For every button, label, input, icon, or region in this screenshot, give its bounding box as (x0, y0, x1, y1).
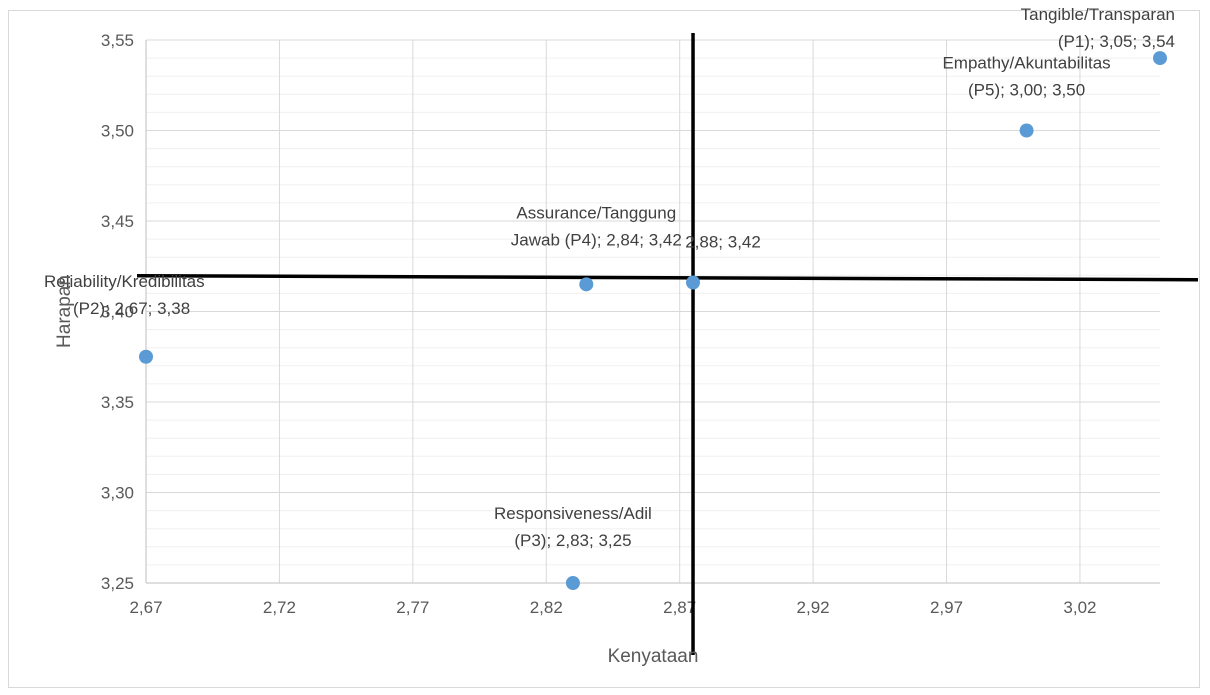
x-tick-label: 2,82 (530, 598, 563, 617)
y-tick-label: 3,55 (101, 31, 134, 50)
quadrant-dividers (136, 33, 1199, 655)
scatter-point (579, 277, 594, 292)
data-label: (P3); 2,83; 3,25 (514, 531, 631, 550)
scatter-point (1019, 123, 1034, 138)
y-tick-label: 3,45 (101, 212, 134, 231)
data-label: 2,88; 3,42 (685, 233, 761, 252)
data-label: (P2); 2,67; 3,38 (73, 299, 190, 318)
scatter-point (686, 275, 701, 290)
y-tick-label: 3,30 (101, 484, 134, 503)
y-tick-label: 3,40 (101, 303, 134, 322)
chart-area (8, 10, 1200, 688)
data-label: Assurance/Tanggung (516, 203, 676, 222)
data-label: Empathy/Akuntabilitas (942, 54, 1110, 73)
data-label: (P5); 3,00; 3,50 (968, 81, 1085, 100)
x-tick-label: 2,92 (797, 598, 830, 617)
horizontal-divider-line (136, 273, 1199, 282)
x-tick-label: 3,02 (1063, 598, 1096, 617)
x-tick-label: 2,97 (930, 598, 963, 617)
data-label: Responsiveness/Adil (494, 504, 652, 523)
data-label: Tangible/Transparan (1021, 5, 1175, 24)
axes: 3,25 3,30 3,35 3,40 3,45 3,50 3,55 2,67 2,72 2,77… (101, 31, 1160, 617)
x-tick-label: 2,77 (396, 598, 429, 617)
y-tick-label: 3,25 (101, 574, 134, 593)
scatter-point (565, 576, 580, 590)
data-points (139, 51, 1167, 590)
y-tick-label: 3,50 (101, 122, 134, 141)
scatter-point (139, 349, 153, 364)
x-tick-label: 2,67 (129, 598, 162, 617)
data-label: (P1); 3,05; 3,54 (1058, 32, 1175, 51)
data-label: Reliability/Kredibilitas (44, 272, 205, 291)
gridlines (145, 39, 1160, 584)
data-label: Jawab (P4); 2,84; 3,42 (511, 230, 682, 249)
x-axis-title: Kenyataan (608, 646, 699, 667)
y-tick-label: 3,35 (101, 393, 134, 412)
data-labels: Tangible/Transparan (P1); 3,05; 3,54 Relia… (44, 5, 1175, 550)
x-tick-label: 2,87 (663, 598, 696, 617)
x-tick-label: 2,72 (263, 598, 296, 617)
y-axis-title: Harapan (54, 275, 75, 348)
scatter-point (1153, 51, 1167, 66)
